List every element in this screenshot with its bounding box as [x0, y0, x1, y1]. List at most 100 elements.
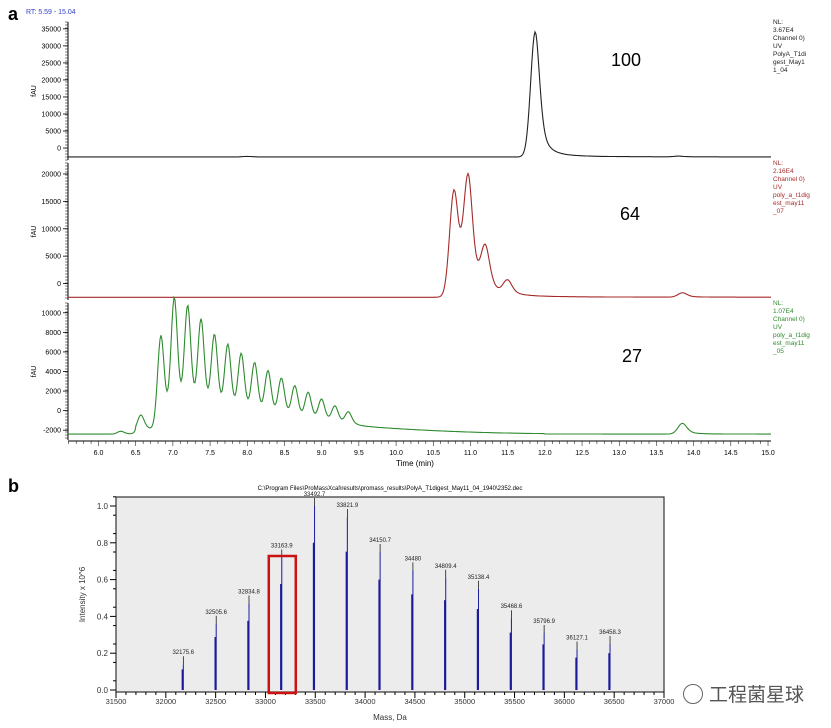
y-tick-label: -2000	[43, 428, 61, 435]
chromatogram-trace	[68, 172, 771, 298]
highlight-box	[267, 554, 298, 695]
y-tick-label: 10000	[42, 112, 62, 119]
watermark-text: 工程菌星球	[709, 684, 805, 706]
x-tick-label: 10.0	[389, 450, 403, 457]
peak-label: 34809.4	[435, 564, 457, 570]
y-tick-label: 20000	[42, 77, 62, 84]
peak-label: 32175.6	[172, 650, 194, 656]
mass-spectrum-title: C:\Program Files\ProMassXcal\results\pro…	[258, 486, 523, 492]
x-tick-label: 13.0	[612, 450, 626, 457]
x-tick-label: 12.0	[538, 450, 552, 457]
y-tick-label: 15000	[42, 94, 62, 101]
trace-legend-line: NL:	[773, 300, 783, 307]
x-tick-label: 36500	[604, 697, 625, 706]
trace-legend-line: PolyA_T1di	[773, 51, 806, 58]
peak-label: 33821.9	[336, 503, 358, 509]
peak-label: 34150.7	[369, 538, 391, 544]
x-axis-label: Mass, Da	[373, 713, 407, 722]
x-tick-label: 35500	[504, 697, 525, 706]
y-tick-label: 10000	[42, 226, 62, 233]
y-tick-label: 0.2	[97, 649, 109, 658]
x-tick-label: 33500	[305, 697, 326, 706]
panel-b-label: b	[8, 476, 19, 496]
y-tick-label: 0	[57, 408, 61, 415]
y-tick-label: 15000	[42, 199, 62, 206]
x-tick-label: 37000	[654, 697, 675, 706]
x-tick-label: 12.5	[575, 450, 589, 457]
peak-label: 32834.8	[238, 590, 260, 596]
y-tick-label: 30000	[42, 43, 62, 50]
trace-legend-line: NL:	[773, 160, 783, 167]
y-tick-label: 1.0	[97, 502, 109, 511]
panel-a-label: a	[8, 4, 19, 24]
x-tick-label: 33000	[255, 697, 276, 706]
y-tick-label: 25000	[42, 60, 62, 67]
annotation-top: 100	[611, 50, 641, 70]
trace-legend-line: est_may11	[773, 340, 805, 347]
trace-legend-line: 1.07E4	[773, 308, 794, 315]
x-tick-label: 8.0	[242, 450, 252, 457]
annotation-middle: 64	[620, 204, 640, 224]
y-axis-label: Intensity x 10^6	[78, 566, 87, 622]
x-tick-label: 31500	[106, 697, 127, 706]
y-tick-label: 35000	[42, 26, 62, 33]
peak-label: 35796.9	[533, 619, 555, 625]
wechat-icon	[683, 683, 703, 704]
rt-range-label: RT: 5.59 - 15.04	[26, 9, 76, 16]
trace-legend-line: _07	[772, 208, 784, 215]
trace-legend-line: Channel 0)	[773, 35, 805, 42]
y-tick-label: 20000	[42, 171, 62, 178]
time-axis-label: Time (min)	[396, 459, 434, 468]
peak-label: 33492.7	[304, 492, 326, 498]
y-tick-label: 10000	[42, 310, 62, 317]
annotation-bottom: 27	[622, 346, 642, 366]
y-tick-label: 0.8	[97, 539, 109, 548]
x-tick-label: 7.0	[168, 450, 178, 457]
y-tick-label: 0	[57, 146, 61, 153]
peak-label: 35138.4	[468, 575, 490, 581]
plot-area	[115, 496, 665, 693]
x-tick-label: 15.0	[761, 450, 775, 457]
trace-legend-line: Channel 0)	[773, 316, 805, 323]
y-tick-label: 2000	[45, 389, 61, 396]
trace-legend-line: UV	[773, 184, 783, 191]
y-tick-label: 0.4	[97, 612, 109, 621]
y-tick-label: 4000	[45, 369, 61, 376]
y-tick-label: 5000	[45, 254, 61, 261]
trace-legend-line: gest_May1	[773, 59, 805, 66]
y-tick-label: 6000	[45, 349, 61, 356]
peak-label: 34480	[405, 556, 422, 562]
x-tick-label: 6.5	[131, 450, 141, 457]
x-tick-label: 14.5	[724, 450, 738, 457]
trace-legend-line: Channel 0)	[773, 176, 805, 183]
x-tick-label: 10.5	[426, 450, 440, 457]
trace-legend-line: poly_a_t1dig	[773, 192, 810, 199]
x-tick-label: 6.0	[94, 450, 104, 457]
trace-legend-line: 3.67E4	[773, 27, 794, 34]
peak-label: 36127.1	[566, 636, 588, 642]
x-tick-label: 32500	[205, 697, 226, 706]
chromatogram-trace	[68, 30, 771, 158]
trace-legend-line: UV	[773, 324, 783, 331]
x-tick-label: 7.5	[205, 450, 215, 457]
y-tick-label: 0.0	[97, 686, 109, 695]
watermark: 工程菌星球	[683, 680, 804, 707]
y-axis-label: fAU	[31, 226, 38, 238]
peak-label: 36458.3	[599, 630, 621, 636]
y-tick-label: 8000	[45, 330, 61, 337]
x-tick-label: 11.5	[501, 450, 514, 457]
chromatogram-trace	[68, 295, 771, 435]
x-tick-label: 35000	[454, 697, 475, 706]
trace-legend-line: _05	[772, 348, 784, 355]
x-tick-label: 34500	[404, 697, 425, 706]
y-axis-label: fAU	[31, 366, 38, 378]
trace-legend-line: 1_04	[773, 67, 788, 74]
trace-legend-line: est_may11	[773, 200, 805, 207]
peak-label: 32505.6	[205, 610, 227, 616]
x-tick-label: 32000	[155, 697, 176, 706]
y-axis-label: fAU	[31, 85, 38, 97]
x-tick-label: 14.0	[687, 450, 701, 457]
x-tick-label: 8.5	[280, 450, 290, 457]
